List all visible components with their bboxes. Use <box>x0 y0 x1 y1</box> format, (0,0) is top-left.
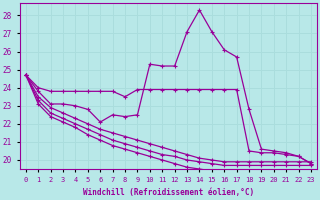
X-axis label: Windchill (Refroidissement éolien,°C): Windchill (Refroidissement éolien,°C) <box>83 188 254 197</box>
